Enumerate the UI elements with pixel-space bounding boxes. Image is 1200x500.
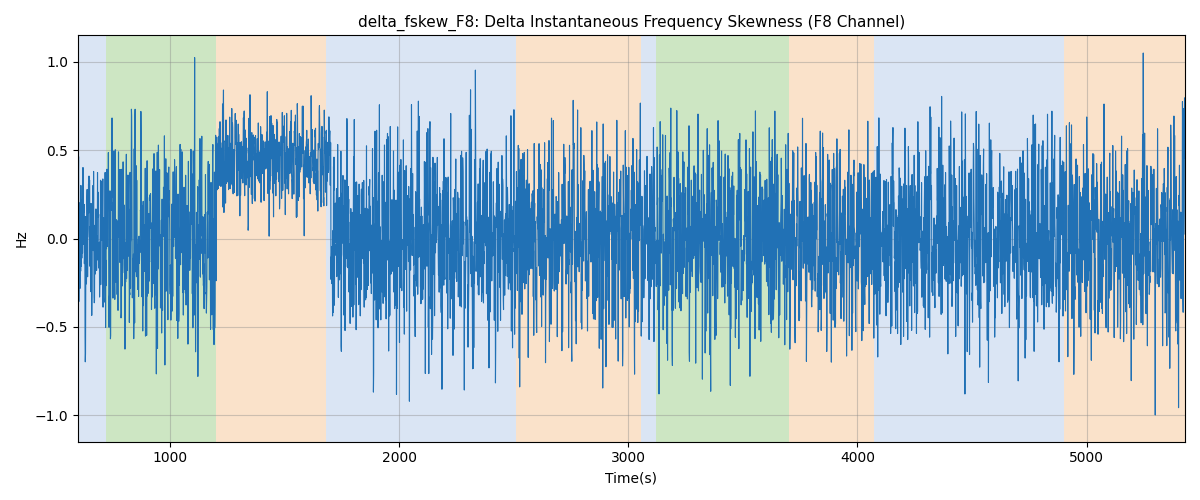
Bar bbox=[874, 36, 1063, 442]
Bar bbox=[216, 36, 326, 442]
Bar bbox=[1063, 36, 1184, 442]
Title: delta_fskew_F8: Delta Instantaneous Frequency Skewness (F8 Channel): delta_fskew_F8: Delta Instantaneous Freq… bbox=[358, 15, 905, 31]
Bar bbox=[78, 36, 107, 442]
Bar bbox=[656, 36, 788, 442]
Bar bbox=[326, 36, 516, 442]
X-axis label: Time(s): Time(s) bbox=[606, 471, 658, 485]
Bar bbox=[107, 36, 216, 442]
Bar bbox=[641, 36, 656, 442]
Y-axis label: Hz: Hz bbox=[14, 230, 29, 248]
Bar bbox=[516, 36, 641, 442]
Bar bbox=[788, 36, 874, 442]
